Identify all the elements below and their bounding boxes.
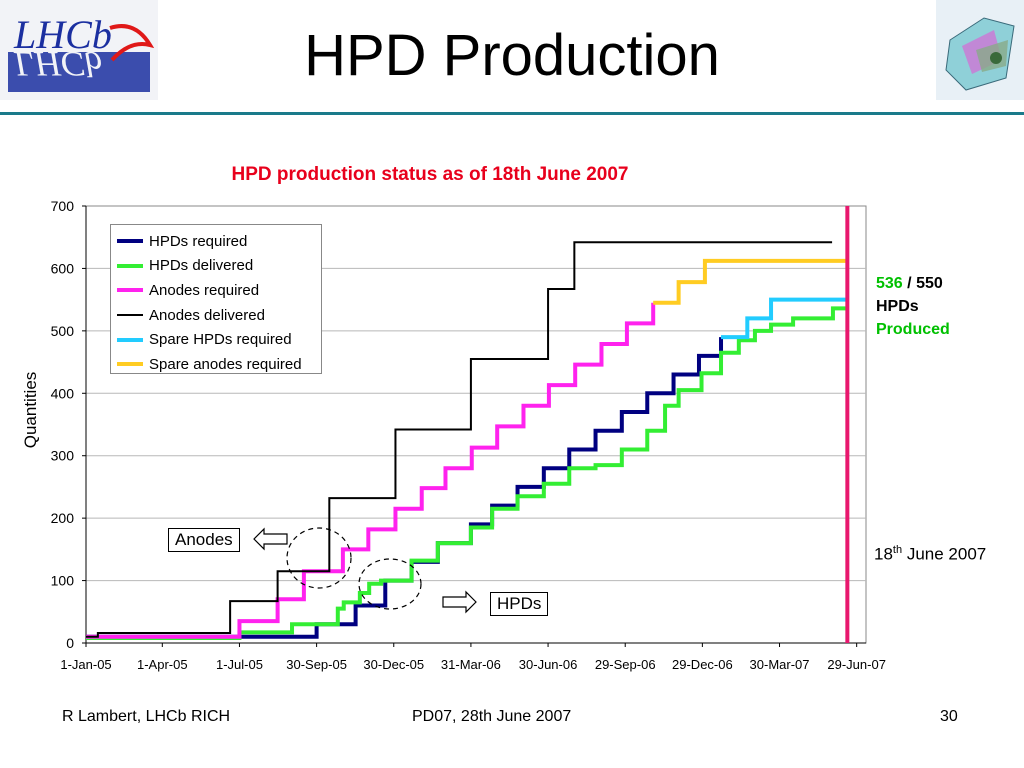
marker-date-note: 18th June 2007 xyxy=(874,544,986,565)
series-line-4 xyxy=(721,297,848,340)
axis-layer: 0 100 200 300 400 500 600 700 1-Jan-05 1-Apr-05 1-… xyxy=(51,198,886,672)
series-line-1 xyxy=(86,306,848,641)
series-line-0 xyxy=(86,337,724,639)
production-count: 536 / 550 HPDs Produced xyxy=(876,272,950,341)
x-tick-label: 29-Dec-06 xyxy=(672,657,733,672)
slide-title: HPD Production xyxy=(304,23,720,88)
x-tick-label: 1-Jan-05 xyxy=(60,657,111,672)
x-tick-label: 30-Mar-07 xyxy=(750,657,810,672)
legend-item: HPDs required xyxy=(117,229,321,254)
marker-day: 18 xyxy=(874,544,893,564)
legend-label: HPDs required xyxy=(149,232,248,250)
annotation-layer xyxy=(253,527,477,614)
series-line-2 xyxy=(86,302,656,639)
chart-legend: HPDs required HPDs delivered Anodes requ… xyxy=(110,224,322,374)
legend-item: Spare HPDs required xyxy=(117,327,321,352)
count-status: Produced xyxy=(876,321,950,338)
legend-item: Anodes required xyxy=(117,278,321,303)
x-tick-label: 30-Jun-06 xyxy=(519,657,578,672)
x-tick-label: 1-Apr-05 xyxy=(137,657,188,672)
header-rule xyxy=(0,112,1024,115)
x-tick-label: 1-Jul-05 xyxy=(216,657,263,672)
footer-author: R Lambert, LHCb RICH xyxy=(62,708,231,725)
rich-detector-graphic xyxy=(945,17,1015,91)
series-layer xyxy=(86,241,848,641)
y-tick-label: 0 xyxy=(66,635,74,651)
lhcb-logo: LHCb LHCb xyxy=(0,0,158,100)
chart-title: HPD production status as of 18th June 20… xyxy=(231,164,629,185)
y-tick-label: 500 xyxy=(51,323,75,339)
produced-count: 536 xyxy=(876,275,903,292)
anodes-callout: Anodes xyxy=(168,528,240,552)
y-tick-label: 100 xyxy=(51,573,75,589)
hpds-callout: HPDs xyxy=(490,592,549,616)
y-tick-label: 200 xyxy=(51,510,75,526)
series-line-5 xyxy=(653,258,848,305)
total-count: 550 xyxy=(916,275,943,292)
footer-event: PD07, 28th June 2007 xyxy=(412,708,572,725)
hpds-highlight-circle xyxy=(358,558,422,610)
left-arrow-icon xyxy=(253,527,288,551)
x-tick-label: 29-Jun-07 xyxy=(827,657,886,672)
y-tick-label: 600 xyxy=(51,260,75,276)
count-separator: / xyxy=(907,275,912,292)
legend-swatch xyxy=(117,288,143,293)
series-line-3 xyxy=(86,241,833,638)
x-tick-label: 31-Mar-06 xyxy=(441,657,501,672)
legend-item: HPDs delivered xyxy=(117,254,321,279)
legend-swatch xyxy=(117,263,143,268)
legend-label: Spare anodes required xyxy=(149,355,302,373)
lhcb-logo-graphic: LHCb LHCb xyxy=(8,12,155,92)
marker-day-suffix: th xyxy=(892,544,903,556)
legend-swatch xyxy=(117,337,143,342)
legend-label: Anodes delivered xyxy=(149,306,265,324)
anodes-highlight-circle xyxy=(286,527,352,589)
y-tick-label: 300 xyxy=(51,448,75,464)
legend-swatch xyxy=(117,362,143,367)
svg-text:LHCb: LHCb xyxy=(13,44,102,84)
y-tick-label: 700 xyxy=(51,198,75,214)
legend-swatch xyxy=(117,314,143,317)
legend-label: Spare HPDs required xyxy=(149,331,292,349)
y-tick-label: 400 xyxy=(51,385,75,401)
legend-swatch xyxy=(117,239,143,244)
marker-date-rest: June 2007 xyxy=(902,544,987,564)
legend-label: HPDs delivered xyxy=(149,257,254,275)
page-number: 30 xyxy=(940,708,958,725)
legend-item: Spare anodes required xyxy=(117,352,321,377)
count-unit: HPDs xyxy=(876,298,919,315)
legend-label: Anodes required xyxy=(149,281,260,299)
x-tick-label: 30-Sep-05 xyxy=(286,657,347,672)
svg-text:LHCb: LHCb xyxy=(13,12,112,57)
x-tick-label: 29-Sep-06 xyxy=(595,657,656,672)
right-arrow-icon xyxy=(442,590,477,614)
y-axis-label: Quantities xyxy=(21,372,40,449)
legend-item: Anodes delivered xyxy=(117,303,321,328)
x-tick-label: 30-Dec-05 xyxy=(363,657,424,672)
rich-detector-icon xyxy=(936,0,1024,100)
